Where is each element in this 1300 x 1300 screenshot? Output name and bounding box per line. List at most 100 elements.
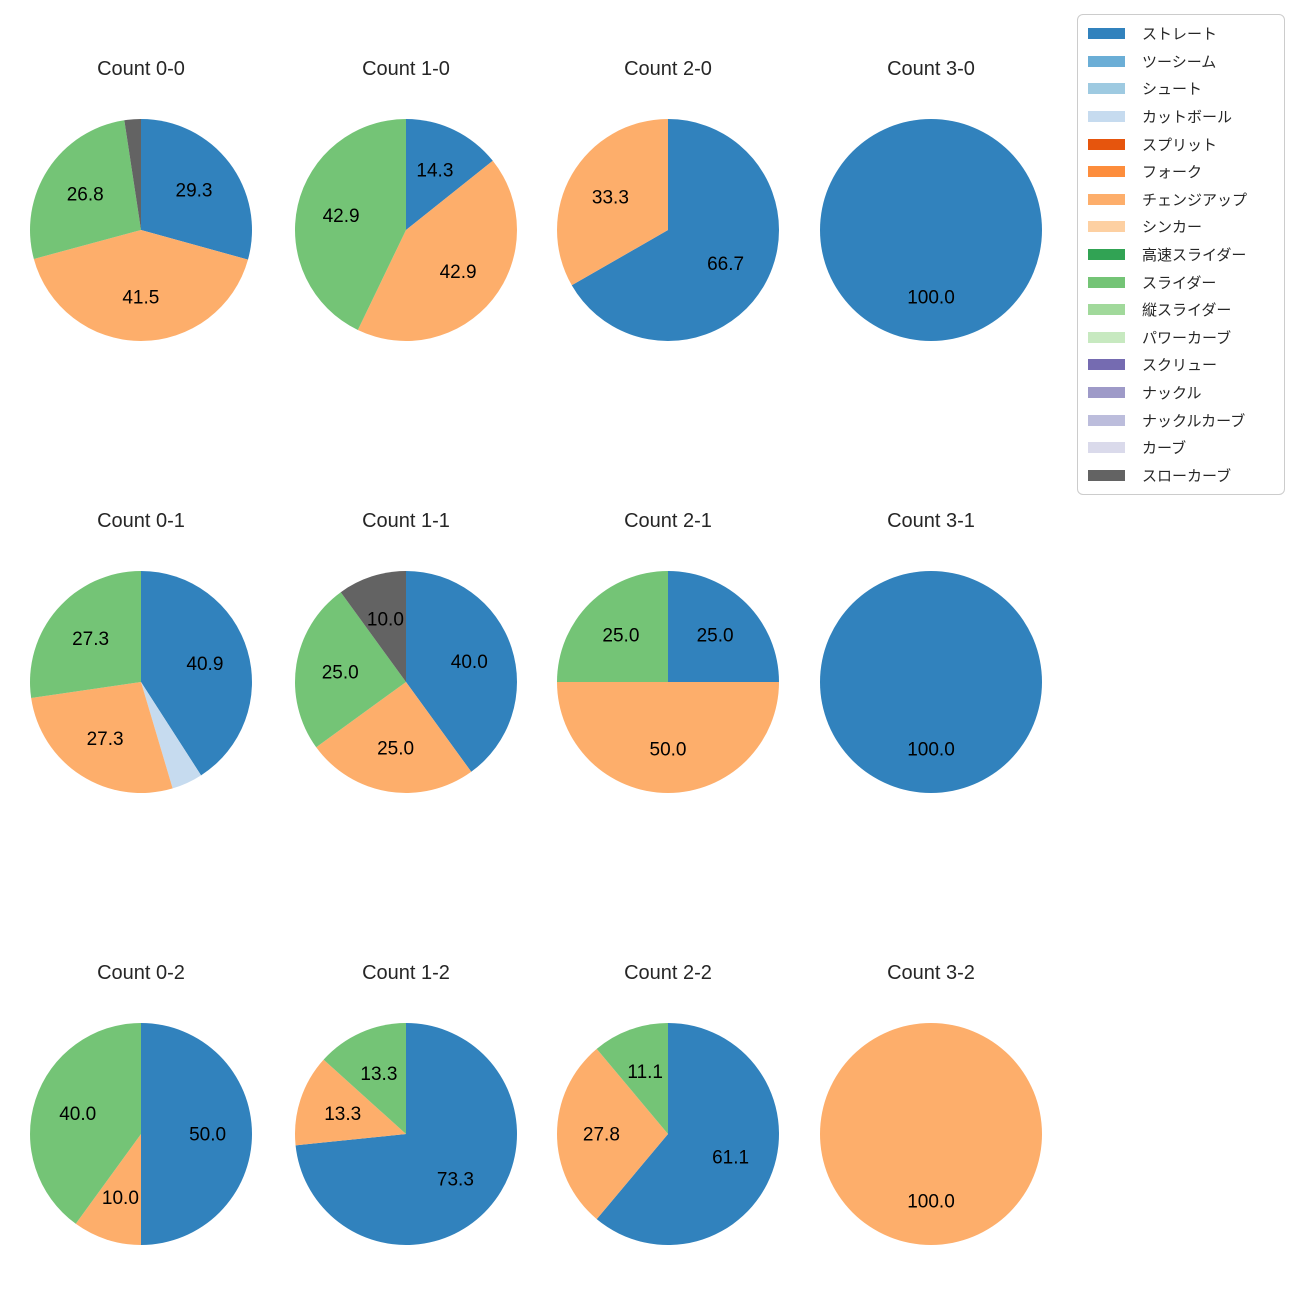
pie-slice (557, 571, 668, 682)
pie-chart: Count 0-2 50.0 10.0 40.0 (9, 959, 273, 1246)
legend-swatch (1088, 138, 1125, 150)
legend: ストレート ツーシーム シュート カットボール スプリット フォーク チェンジア… (1077, 14, 1285, 496)
pie-slice (596, 1023, 780, 1245)
pie-svg: 40.0 25.0 25.0 10.0 (295, 571, 517, 793)
legend-label: スライダー (1142, 274, 1217, 292)
pie-title: Count 1-1 (362, 510, 450, 532)
pie-title: Count 0-0 (97, 58, 185, 80)
pie-chart: Count 1-1 40.0 25.0 25.0 10.0 (274, 507, 538, 794)
pie-slice-value: 40.9 (186, 654, 223, 675)
pie-slice-value: 41.5 (122, 287, 159, 308)
pie-slice (820, 1023, 1042, 1245)
pie-svg: 100.0 (820, 119, 1042, 341)
pie-chart: Count 2-1 25.0 50.0 25.0 (536, 507, 800, 794)
pie-chart: Count 2-0 66.7 33.3 (536, 55, 800, 342)
legend-item: パワーカーブ (1078, 324, 1284, 352)
pie-slice (557, 682, 779, 793)
pie-slice-value: 29.3 (176, 180, 213, 201)
legend-swatch (1088, 442, 1125, 454)
legend-item: 縦スライダー (1078, 296, 1284, 324)
legend-swatch (1088, 166, 1125, 178)
pie-title: Count 2-0 (624, 58, 712, 80)
legend-item: カットボール (1078, 103, 1284, 131)
pie-slice (141, 1023, 252, 1245)
pie-svg: 25.0 50.0 25.0 (557, 571, 779, 793)
pie-slice-value: 100.0 (907, 1191, 955, 1212)
legend-swatch (1088, 111, 1125, 123)
pie-slice-value: 40.0 (59, 1104, 96, 1125)
legend-label: ナックルカーブ (1142, 412, 1246, 430)
legend-item: 高速スライダー (1078, 241, 1284, 269)
legend-label: フォーク (1142, 164, 1203, 182)
pie-slice (340, 571, 406, 682)
pie-slice (141, 119, 252, 260)
pie-title: Count 1-2 (362, 962, 450, 984)
pie-slice-value: 27.8 (583, 1125, 620, 1146)
legend-swatch (1088, 469, 1125, 481)
pie-slice (33, 230, 248, 341)
pie-slice (295, 1059, 406, 1146)
legend-item: ナックルカーブ (1078, 406, 1284, 434)
pie-slice-value: 61.1 (712, 1147, 749, 1168)
legend-swatch (1088, 28, 1125, 40)
pie-slice-value: 25.0 (322, 662, 359, 683)
pie-slice-value: 10.0 (367, 609, 404, 630)
pie-chart: Count 2-2 61.1 27.8 11.1 (536, 959, 800, 1246)
pie-slice-value: 27.3 (87, 729, 124, 750)
legend-item: ナックル (1078, 379, 1284, 407)
legend-item: スローカーブ (1078, 462, 1284, 490)
pie-svg: 100.0 (820, 1023, 1042, 1245)
pie-chart: Count 1-2 73.3 13.3 13.3 (274, 959, 538, 1246)
legend-swatch (1088, 276, 1125, 288)
pie-slice (557, 119, 668, 286)
pie-title: Count 3-2 (887, 962, 975, 984)
pie-slice-value: 25.0 (697, 626, 734, 647)
pie-slice-value: 10.0 (102, 1188, 139, 1209)
legend-label: 縦スライダー (1142, 302, 1232, 320)
pie-slice-value: 14.3 (416, 161, 453, 182)
legend-item: カーブ (1078, 434, 1284, 462)
legend-item: スライダー (1078, 268, 1284, 296)
pie-slice (31, 682, 173, 794)
pie-slice (141, 682, 202, 789)
pie-slice-value: 66.7 (707, 254, 744, 275)
pie-slice-value: 26.8 (67, 184, 104, 205)
pie-slice-value: 50.0 (189, 1125, 226, 1146)
pie-slice (406, 571, 517, 772)
legend-label: カットボール (1142, 109, 1233, 127)
pie-slice (295, 1023, 518, 1245)
pie-chart: Count 1-0 14.3 42.9 42.9 (274, 55, 538, 342)
pie-slice-value: 100.0 (907, 739, 955, 760)
legend-swatch (1088, 55, 1125, 67)
pie-slice (29, 120, 141, 259)
legend-item: シュート (1078, 75, 1284, 103)
pie-slice-value: 40.0 (451, 652, 488, 673)
legend-label: ツーシーム (1142, 53, 1217, 71)
pie-title: Count 3-0 (887, 58, 975, 80)
pie-slice-value: 73.3 (437, 1169, 474, 1190)
legend-label: スクリュー (1142, 357, 1218, 375)
pie-slice (323, 1023, 406, 1134)
pie-slice-value: 25.0 (377, 738, 414, 759)
pie-slice (30, 571, 141, 698)
pie-slice (820, 571, 1042, 793)
pie-chart: Count 0-0 29.3 41.5 26.8 (9, 55, 273, 342)
pie-slice-value: 42.9 (323, 206, 360, 227)
legend-label: スプリット (1142, 136, 1218, 154)
legend-label: パワーカーブ (1142, 329, 1232, 347)
pie-slice-value: 13.3 (324, 1104, 361, 1125)
legend-item: チェンジアップ (1078, 186, 1284, 214)
pie-chart: Count 3-1 100.0 (799, 507, 1063, 794)
pie-title: Count 3-1 (887, 510, 975, 532)
legend-item: スプリット (1078, 130, 1284, 158)
legend-swatch (1088, 387, 1125, 399)
legend-label: カーブ (1142, 440, 1187, 458)
pie-slice (571, 119, 780, 341)
pie-slice-value: 25.0 (602, 626, 639, 647)
legend-label: シンカー (1142, 219, 1203, 237)
pie-title: Count 2-2 (624, 962, 712, 984)
legend-swatch (1088, 304, 1125, 316)
legend-label: ストレート (1142, 26, 1218, 44)
pie-slice (141, 571, 252, 776)
pie-slice-value: 50.0 (650, 739, 687, 760)
